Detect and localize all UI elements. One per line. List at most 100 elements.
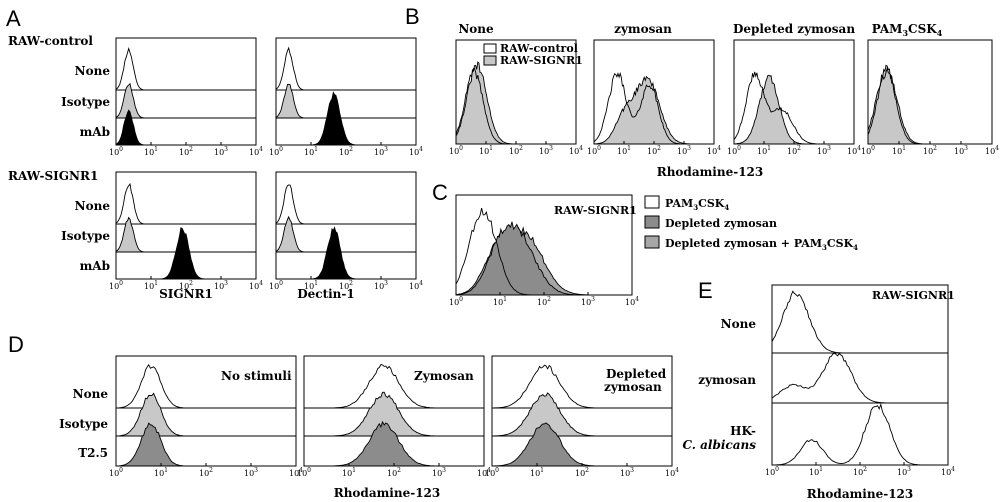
c-legend-swatch-pam [644,195,660,209]
x-tick-label: 103 [432,467,446,478]
x-tick-label: 102 [537,296,551,307]
x-tick-label: 101 [617,145,631,156]
x-tick-label: 104 [249,146,263,157]
b-hist-signr1 [867,64,992,145]
x-tick-label: 103 [897,466,911,477]
e-hist-zymosan [771,352,948,404]
e-xlabel: Rhodamine-123 [807,487,914,501]
c-legend-swatch-combo [644,235,660,249]
x-tick-label: 103 [374,280,388,291]
x-tick-label: 101 [757,145,771,156]
d-row-none: None [73,387,109,401]
x-tick-label: 104 [707,145,721,156]
b-legend-swatch-signr1 [483,55,497,66]
a-x-ticks: 100 101 102 103 104 [109,142,263,157]
d-hist-isotype [491,392,672,437]
x-tick-label: 104 [289,467,303,478]
x-tick-label: 102 [179,280,193,291]
x-tick-label: 102 [199,467,213,478]
d-title-zymosan: Zymosan [414,369,474,383]
x-tick-label: 100 [587,145,601,156]
x-tick-label: 100 [485,467,499,478]
x-tick-label: 102 [787,145,801,156]
x-tick-label: 102 [387,467,401,478]
x-tick-label: 101 [154,467,168,478]
c-hist-depleted [455,221,632,296]
d-title-nostim: No stimuli [221,369,292,383]
x-tick-label: 100 [449,145,463,156]
x-tick-label: 104 [985,145,999,156]
x-tick-label: 100 [297,467,311,478]
c-legend-swatch-depleted [644,215,660,229]
x-tick-label: 103 [954,145,968,156]
b-title-depleted: Depleted zymosan [733,22,855,36]
x-tick-label: 101 [304,146,318,157]
a-hist-isotype [275,83,416,119]
x-tick-label: 104 [569,145,583,156]
panel-label-d: D [8,332,24,357]
a-group1-title: RAW-control [8,34,93,48]
a-plot-frame [275,171,417,280]
x-tick-label: 102 [647,145,661,156]
b-title-none: None [458,22,494,36]
x-tick-label: 102 [923,145,937,156]
x-tick-label: 103 [817,145,831,156]
x-tick-label: 103 [677,145,691,156]
a-row-none-1: None [75,64,111,78]
x-tick-label: 100 [449,296,463,307]
x-tick-label: 104 [625,296,639,307]
b-x-ticks: 100 101 102 103 104 [727,141,861,156]
d-xlabel: Rhodamine-123 [334,486,441,500]
x-tick-label: 104 [665,467,679,478]
x-tick-label: 101 [144,280,158,291]
c-inner-label: RAW-SIGNR1 [554,204,637,217]
panel-label-a: A [6,6,21,31]
x-tick-label: 100 [727,145,741,156]
b-xlabel: Rhodamine-123 [657,165,764,179]
d-x-ticks: 100 101 102 103 104 [297,463,491,478]
a-xlabel-signr1: SIGNR1 [159,287,213,301]
a-hist-none [275,184,416,225]
e-row-calbicans: C. albicans [682,438,756,452]
e-inner-label: RAW-SIGNR1 [872,289,955,302]
a-row-mab-1: mAb [80,125,110,139]
d-hist-none [115,363,296,409]
d-hist-none [304,363,484,409]
d-title-depleted-1: Depleted [606,367,667,381]
x-tick-label: 103 [581,296,595,307]
d-hist-isotype [304,391,484,437]
c-legend-pam: PAM3CSK4 [665,197,729,212]
x-tick-label: 104 [941,466,955,477]
b-hist-control [593,71,714,145]
b-x-ticks: 100 101 102 103 104 [861,141,999,156]
d-x-ticks: 100 101 102 103 104 [485,463,679,478]
x-tick-label: 104 [409,146,423,157]
x-tick-label: 101 [144,146,158,157]
d-hist-isotype [115,392,296,437]
c-x-ticks: 100 101 102 103 104 [449,292,639,307]
x-tick-label: 102 [853,466,867,477]
a-row-none-2: None [75,199,111,213]
d-row-t25: T2.5 [78,446,108,460]
x-tick-label: 102 [509,145,523,156]
a-x-ticks: 100 101 102 103 104 [269,276,423,291]
x-tick-label: 102 [339,280,353,291]
x-tick-label: 101 [809,466,823,477]
x-tick-label: 104 [847,145,861,156]
a-row-isotype-1: Isotype [61,95,110,109]
x-tick-label: 103 [539,145,553,156]
e-row-none: None [721,317,757,331]
panel-label-b: B [405,4,420,29]
b-hist-control [733,71,854,145]
a-x-ticks: 100 101 102 103 104 [269,142,423,157]
x-tick-label: 101 [479,145,493,156]
b-x-ticks: 100 101 102 103 104 [449,141,583,156]
a-x-ticks: 100 101 102 103 104 [109,276,263,291]
x-tick-label: 103 [214,146,228,157]
d-x-ticks: 100 101 102 103 104 [109,463,303,478]
x-tick-label: 102 [179,146,193,157]
a-hist-isotype [115,82,256,119]
x-tick-label: 103 [620,467,634,478]
